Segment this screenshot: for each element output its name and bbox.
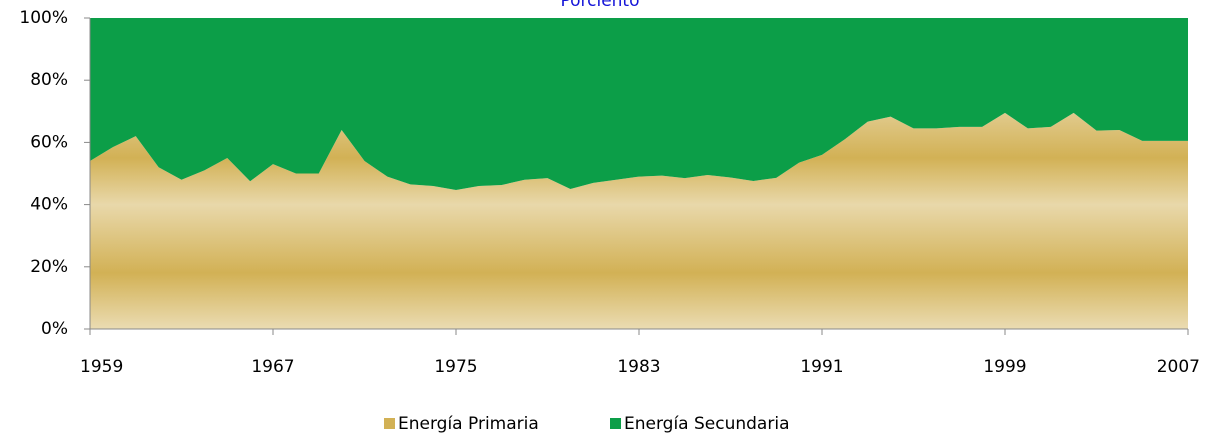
legend-label: Energía Primaria bbox=[398, 414, 539, 434]
area bbox=[90, 112, 1188, 329]
legend-label: Energía Secundaria bbox=[624, 414, 789, 434]
x-tick-label: 1991 bbox=[800, 357, 843, 377]
legend-swatch bbox=[384, 418, 395, 429]
y-tick-label: 100% bbox=[19, 8, 68, 28]
y-tick-label: 80% bbox=[30, 70, 68, 90]
area bbox=[90, 18, 1188, 190]
y-tick-label: 20% bbox=[30, 257, 68, 277]
legend-swatch bbox=[610, 418, 621, 429]
x-tick-label: 1983 bbox=[617, 357, 660, 377]
y-tick-label: 40% bbox=[30, 195, 68, 215]
y-tick-label: 0% bbox=[41, 319, 68, 339]
chart-title: Porciento bbox=[560, 0, 639, 11]
y-tick-label: 60% bbox=[30, 132, 68, 152]
x-tick-label: 1967 bbox=[251, 357, 294, 377]
x-tick-label: 1959 bbox=[80, 357, 123, 377]
x-tick-label: 2007 bbox=[1157, 357, 1200, 377]
x-tick-label: 1975 bbox=[434, 357, 477, 377]
x-tick-label: 1999 bbox=[983, 357, 1026, 377]
